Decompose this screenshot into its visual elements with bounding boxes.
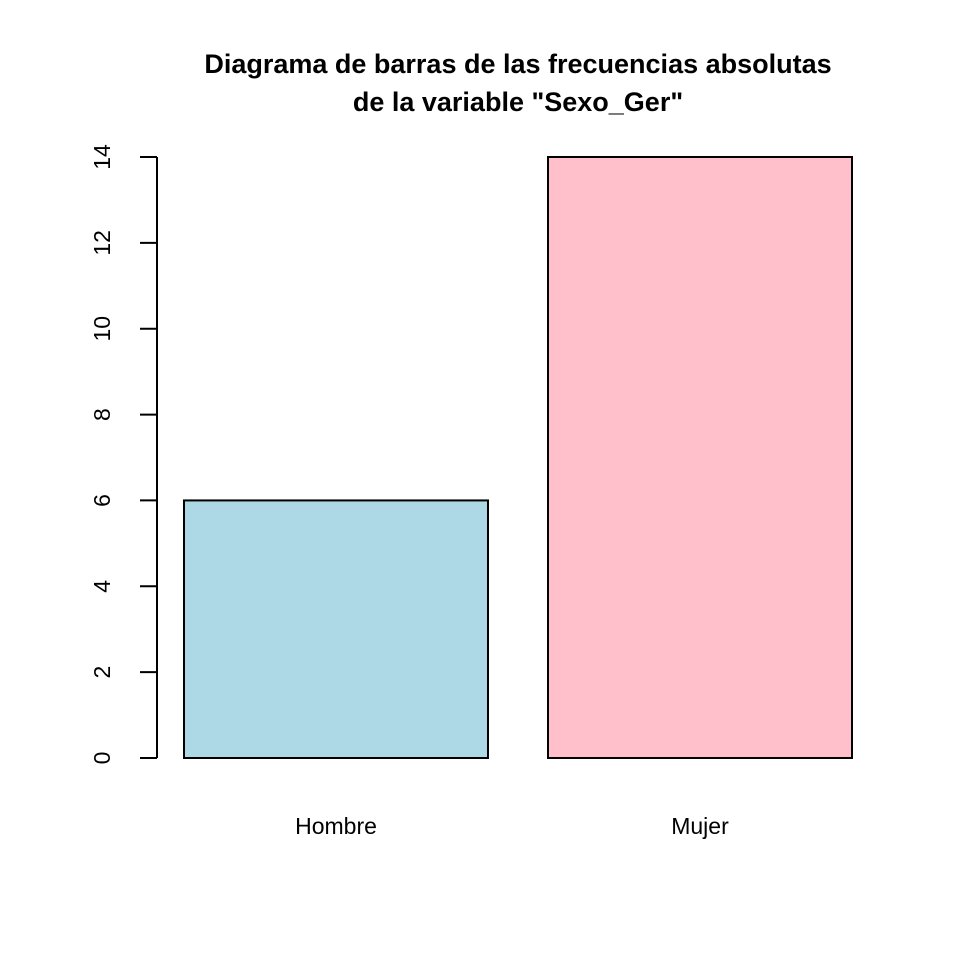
x-category-label: Mujer <box>671 813 729 839</box>
x-category-label: Hombre <box>295 813 377 839</box>
chart-title: Diagrama de barras de las frecuencias ab… <box>204 49 831 117</box>
y-tick-label: 4 <box>89 580 115 593</box>
y-tick-label: 14 <box>89 144 115 170</box>
chart-title-line-2: de la variable "Sexo_Ger" <box>353 87 683 117</box>
y-tick-label: 6 <box>89 494 115 507</box>
y-tick-label: 2 <box>89 666 115 679</box>
chart-title-line-1: Diagrama de barras de las frecuencias ab… <box>204 49 831 79</box>
bar-hombre <box>183 499 489 759</box>
y-tick-label: 12 <box>89 230 115 256</box>
bar-series <box>183 156 853 759</box>
y-tick-label: 0 <box>89 752 115 765</box>
y-tick-label: 10 <box>89 316 115 342</box>
x-axis-labels: Hombre Mujer <box>295 813 729 839</box>
y-axis: 0 2 4 6 8 10 12 14 <box>89 144 158 765</box>
bar-mujer <box>547 156 853 759</box>
y-tick-label: 8 <box>89 408 115 421</box>
